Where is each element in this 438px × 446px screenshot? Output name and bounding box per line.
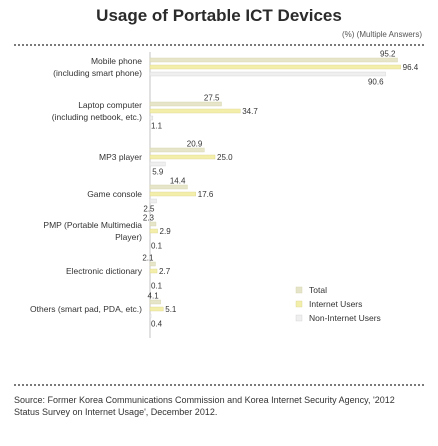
data-label: 17.6	[198, 190, 214, 199]
bar-non-internet-users	[149, 71, 386, 77]
data-label: 2.3	[143, 214, 155, 223]
bar-internet-users	[149, 154, 216, 160]
data-label: 90.6	[368, 78, 384, 87]
legend-label: Non-Internet Users	[309, 313, 381, 323]
bar-non-internet-users	[149, 275, 151, 281]
data-label: 27.5	[204, 94, 220, 103]
bar-non-internet-users	[149, 313, 152, 319]
data-label: 2.9	[160, 227, 172, 236]
data-label: 34.7	[242, 107, 258, 116]
data-label: 4.1	[148, 292, 160, 301]
bar-total	[149, 221, 157, 227]
data-label: 96.4	[403, 63, 419, 72]
bar-total	[149, 184, 188, 190]
category-label: (including smart phone)	[53, 68, 142, 78]
bar-internet-users	[149, 64, 401, 70]
data-label: 0.1	[151, 282, 163, 291]
data-label: 1.1	[151, 122, 163, 131]
bar-total	[149, 261, 156, 267]
data-label: 20.9	[187, 140, 203, 149]
bar-total	[149, 299, 161, 305]
unit-note: (%) (Multiple Answers)	[341, 30, 422, 39]
category-label: Mobile phone	[91, 56, 142, 66]
data-label: 2.1	[142, 254, 154, 263]
legend-swatch	[295, 314, 303, 322]
data-label: 25.0	[217, 153, 233, 162]
legend-label: Internet Users	[309, 299, 362, 309]
data-label: 5.9	[152, 168, 164, 177]
data-label: 0.1	[151, 242, 163, 251]
data-label: 2.5	[143, 205, 155, 214]
category-label: Player)	[115, 232, 142, 242]
bar-internet-users	[149, 268, 158, 274]
bar-non-internet-users	[149, 198, 157, 204]
bar-internet-users	[149, 108, 241, 114]
bar-total	[149, 101, 222, 107]
source-note: Source: Former Korea Communications Comm…	[14, 395, 395, 417]
legend-swatch	[295, 300, 303, 308]
category-label: Others (smart pad, PDA, etc.)	[30, 304, 142, 314]
top-divider	[14, 44, 424, 46]
data-label: 5.1	[165, 305, 177, 314]
bar-non-internet-users	[149, 161, 166, 167]
category-label: Game console	[87, 189, 142, 199]
bar-total	[149, 57, 398, 63]
bar-non-internet-users	[149, 115, 154, 121]
category-label: MP3 player	[99, 152, 142, 162]
bar-non-internet-users	[149, 235, 151, 241]
legend-label: Total	[309, 285, 327, 295]
category-label: Electronic dictionary	[66, 266, 143, 276]
category-label: Laptop computer	[78, 100, 142, 110]
chart-title: Usage of Portable ICT Devices	[96, 6, 342, 25]
bottom-divider	[14, 384, 424, 386]
data-label: 2.7	[159, 267, 171, 276]
category-label: (including netbook, etc.)	[52, 112, 142, 122]
data-label: 0.4	[151, 320, 163, 329]
bar-total	[149, 147, 205, 153]
data-label: 14.4	[170, 177, 186, 186]
bar-internet-users	[149, 191, 196, 197]
bar-internet-users	[149, 306, 164, 312]
data-label: 95.2	[380, 50, 396, 59]
category-label: PMP (Portable Multimedia	[43, 220, 142, 230]
bar-internet-users	[149, 228, 158, 234]
legend-swatch	[295, 286, 303, 294]
